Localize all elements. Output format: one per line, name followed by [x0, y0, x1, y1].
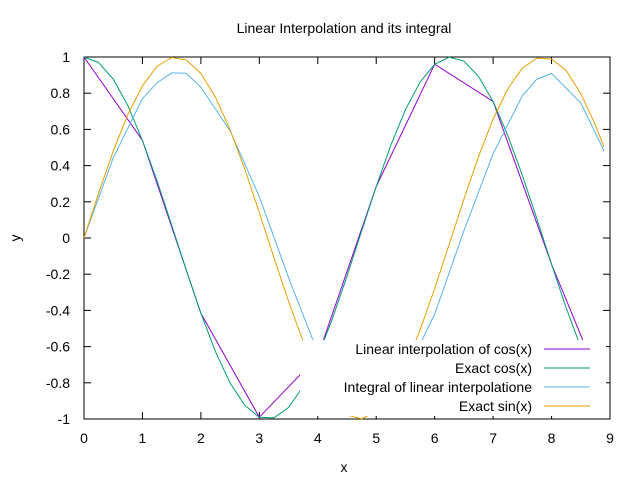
x-tick-label: 6 [431, 430, 439, 446]
x-axis-title: x [341, 459, 348, 475]
y-axis-title: y [7, 235, 23, 242]
x-tick-label: 2 [197, 430, 205, 446]
legend: Linear interpolation of cos(x) Exact cos(… [300, 340, 606, 416]
y-tick-label: 0.6 [51, 121, 71, 137]
y-tick-label: -0.2 [46, 266, 70, 282]
y-tick-label: 0 [62, 230, 70, 246]
series-line-1 [83, 56, 605, 419]
x-tick-label: 5 [372, 430, 380, 446]
y-tick-label: 0.8 [51, 85, 71, 101]
y-tick-label: 0.2 [51, 194, 71, 210]
axis-ticks: 0 1 2 3 4 5 6 7 8 9 -1 -0.8 -0.6 -0.4 -0.2 0 0.2 0.4 0.6 0.… [46, 49, 614, 446]
legend-label-4: Exact sin(x) [459, 398, 532, 414]
x-tick-label: 3 [255, 430, 263, 446]
x-tick-label: 8 [548, 430, 556, 446]
y-tick-label: -0.6 [46, 339, 70, 355]
y-tick-label: 0.4 [51, 158, 71, 174]
y-tick-label: 1 [62, 49, 70, 65]
legend-background [300, 340, 606, 416]
legend-label-3: Integral of linear interpolatione [344, 379, 533, 395]
y-tick-label: -0.8 [46, 375, 70, 391]
x-tick-label: 4 [314, 430, 322, 446]
legend-label-1: Linear interpolation of cos(x) [355, 341, 532, 357]
legend-label-2: Exact cos(x) [455, 360, 532, 376]
x-tick-label: 0 [80, 430, 88, 446]
series-line-2 [83, 56, 605, 419]
x-tick-label: 1 [139, 430, 147, 446]
y-tick-label: -0.4 [46, 302, 70, 318]
chart-title: Linear Interpolation and its integral [237, 20, 452, 36]
x-tick-label: 9 [606, 430, 614, 446]
y-tick-label: -1 [58, 411, 71, 427]
x-tick-label: 7 [489, 430, 497, 446]
